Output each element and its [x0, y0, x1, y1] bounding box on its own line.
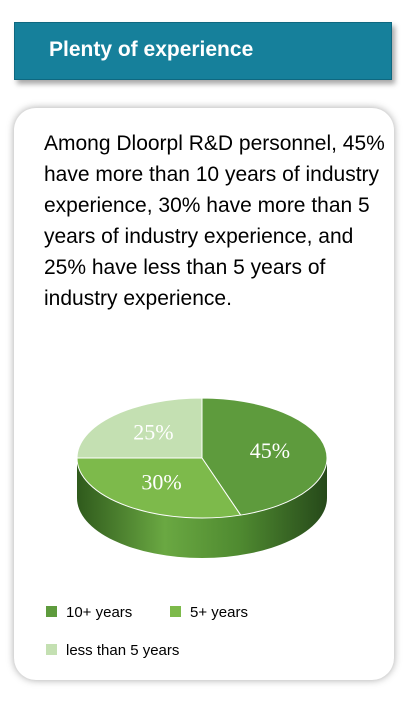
header: Plenty of experience — [14, 22, 392, 80]
legend-label: less than 5 years — [66, 642, 179, 659]
pie-slice — [76, 457, 242, 519]
slice-label: 25% — [133, 420, 173, 445]
legend-swatch — [46, 644, 57, 655]
legend-label: 10+ years — [66, 604, 132, 621]
slice-label: 30% — [141, 470, 181, 495]
legend-swatch — [170, 606, 181, 617]
pie-side — [77, 458, 327, 558]
legend-label: 5+ years — [190, 604, 248, 621]
pie-slice — [76, 397, 203, 459]
slice-label: 45% — [250, 438, 290, 463]
description: Among Dloorpl R&D personnel, 45% have mo… — [44, 132, 385, 310]
card — [14, 108, 394, 680]
legend-swatch — [46, 606, 57, 617]
header-title: Plenty of experience — [49, 38, 254, 61]
pie-slice — [201, 397, 328, 516]
